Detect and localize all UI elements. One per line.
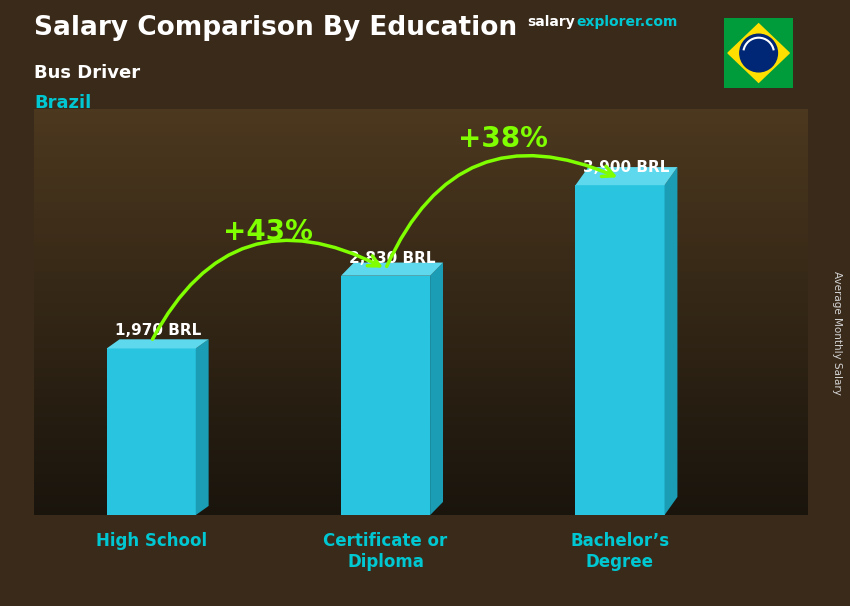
Polygon shape [665,167,677,515]
Text: 2,830 BRL: 2,830 BRL [348,250,435,265]
Polygon shape [575,185,665,515]
Text: Salary Comparison By Education: Salary Comparison By Education [34,15,517,41]
Polygon shape [341,262,443,276]
Text: +43%: +43% [224,218,314,246]
Polygon shape [106,339,208,348]
Polygon shape [196,339,208,515]
Text: +38%: +38% [458,125,547,153]
Text: 1,970 BRL: 1,970 BRL [115,324,201,338]
Polygon shape [341,276,430,515]
Polygon shape [106,348,196,515]
Text: Brazil: Brazil [34,94,91,112]
Polygon shape [728,24,790,82]
Text: Average Monthly Salary: Average Monthly Salary [832,271,842,395]
Text: salary: salary [527,15,575,29]
Polygon shape [430,262,443,515]
Text: explorer.com: explorer.com [576,15,677,29]
Text: Bus Driver: Bus Driver [34,64,140,82]
Text: 3,900 BRL: 3,900 BRL [583,160,670,175]
Circle shape [740,34,778,72]
Polygon shape [575,167,677,185]
